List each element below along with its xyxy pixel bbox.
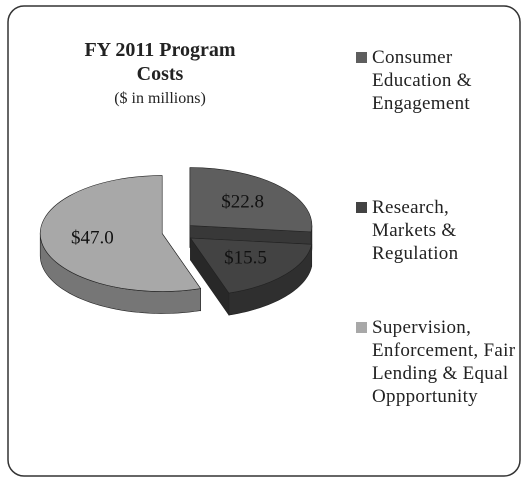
chart-title: FY 2011 Program Costs: [84, 39, 236, 85]
data-label: $47.0: [71, 227, 114, 248]
legend-item: Consumer Education & Engagement: [356, 46, 516, 115]
data-label: $22.8: [221, 191, 264, 212]
legend-label: Research, Markets & Regulation: [372, 197, 459, 264]
slice: [189, 167, 313, 233]
data-label: $15.5: [224, 248, 267, 269]
legend-item: Supervision, Enforcement, Fair Lending &…: [356, 316, 516, 408]
legend-item: Research, Markets & Regulation: [356, 196, 516, 265]
chart-subtitle: ($ in millions): [114, 90, 206, 107]
legend-label: Supervision, Enforcement, Fair Lending &…: [372, 317, 516, 407]
slice: [39, 175, 202, 292]
legend-label: Consumer Education & Engagement: [372, 47, 472, 114]
legend-swatch: [356, 322, 367, 333]
slice: [189, 237, 313, 294]
legend-swatch: [356, 202, 367, 213]
legend-swatch: [356, 52, 367, 63]
